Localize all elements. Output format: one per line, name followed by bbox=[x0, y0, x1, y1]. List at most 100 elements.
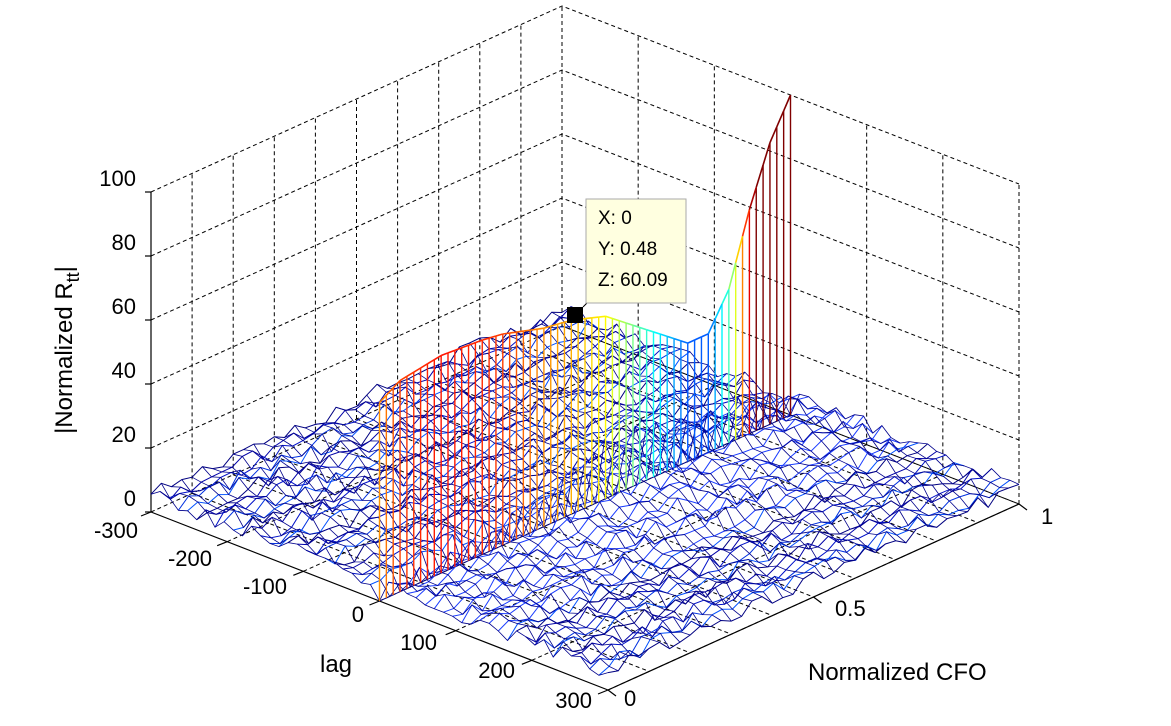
ridge-top bbox=[495, 333, 504, 337]
mesh-line bbox=[366, 394, 825, 579]
grid-line bbox=[150, 5, 1020, 193]
z-tick-label: 40 bbox=[112, 358, 136, 383]
ridge-top bbox=[721, 288, 730, 305]
lag-tick-label: -100 bbox=[243, 574, 287, 599]
mesh-line bbox=[428, 364, 886, 551]
lag-tick bbox=[293, 570, 304, 576]
ridge-top bbox=[632, 324, 641, 329]
data-tip[interactable]: X: 0 Y: 0.48 Z: 60.09 bbox=[567, 198, 687, 323]
mesh-line bbox=[489, 337, 948, 520]
ridge-top bbox=[666, 335, 675, 340]
ridge-top bbox=[536, 327, 545, 330]
cfo-tick-label: 1 bbox=[1041, 504, 1053, 529]
ridge-top bbox=[769, 126, 778, 144]
mesh-line bbox=[222, 466, 681, 643]
ridge-top bbox=[734, 235, 744, 263]
ridge-top bbox=[591, 316, 599, 319]
mesh-line bbox=[278, 351, 691, 547]
ridge-top bbox=[509, 331, 517, 334]
lag-tick bbox=[521, 659, 533, 665]
ridge-top bbox=[782, 94, 792, 112]
mesh-line bbox=[530, 319, 989, 508]
z-tick-labels: 0 20 40 60 80 100 bbox=[99, 166, 136, 511]
ridge-top bbox=[776, 110, 785, 128]
mesh-line bbox=[306, 372, 718, 556]
mesh-line bbox=[177, 321, 590, 511]
ridge-top bbox=[762, 142, 771, 166]
ridge-top bbox=[543, 325, 551, 329]
ridge-top bbox=[598, 315, 606, 318]
ridge-top bbox=[714, 303, 723, 320]
ridge-top bbox=[687, 339, 695, 344]
grid-line bbox=[455, 444, 867, 632]
data-tip-marker[interactable] bbox=[567, 307, 583, 323]
zero-lag-ridge bbox=[378, 94, 792, 601]
cfo-tick-label: 0.5 bbox=[835, 596, 866, 621]
cfo-axis-label: Normalized CFO bbox=[808, 659, 987, 686]
ridge-top bbox=[557, 321, 565, 325]
ridge-top bbox=[523, 329, 531, 332]
lag-tick-label: 100 bbox=[400, 630, 437, 655]
mesh-line bbox=[551, 311, 1009, 489]
lag-tick-label: -300 bbox=[94, 518, 138, 543]
z-axis-label: |Normalized Rtt| bbox=[51, 266, 83, 434]
ridge-top bbox=[680, 340, 688, 344]
z-tick-label: 80 bbox=[112, 230, 136, 255]
z-tick-label: 20 bbox=[112, 422, 136, 447]
mesh-line bbox=[160, 483, 619, 672]
ridge-top bbox=[748, 187, 758, 210]
mesh-line bbox=[284, 432, 742, 617]
ridge-top bbox=[433, 354, 442, 361]
ridge-top bbox=[468, 341, 476, 346]
ridge-top bbox=[378, 394, 387, 404]
lag-tick-label: 300 bbox=[555, 688, 592, 713]
data-tip-box bbox=[585, 198, 687, 304]
mesh-line bbox=[469, 342, 927, 527]
cfo-tick bbox=[813, 596, 822, 604]
axes bbox=[140, 191, 1028, 697]
z-tick-label: 100 bbox=[99, 166, 136, 191]
lag-tick bbox=[140, 511, 152, 517]
ridge-top bbox=[392, 379, 401, 389]
lag-axis-label: lag bbox=[320, 651, 352, 678]
lag-tick bbox=[597, 689, 609, 695]
ridge-top bbox=[741, 209, 751, 237]
mesh-line bbox=[448, 363, 907, 544]
ridge-top bbox=[660, 333, 668, 338]
ridge-top bbox=[475, 339, 483, 344]
z-tick-label: 60 bbox=[112, 294, 136, 319]
mesh-line bbox=[202, 466, 660, 643]
ridge-top bbox=[646, 328, 654, 333]
mesh-line bbox=[325, 422, 784, 598]
ridge-top bbox=[502, 332, 510, 335]
ridge-top bbox=[413, 367, 422, 373]
ridge-top bbox=[694, 336, 702, 341]
ridge-top bbox=[530, 328, 538, 331]
lag-tick-label: 200 bbox=[478, 658, 515, 683]
mesh-line bbox=[181, 479, 639, 660]
lag-tick bbox=[369, 600, 380, 606]
ridge-top bbox=[653, 331, 661, 335]
ridge-top bbox=[755, 164, 764, 188]
ridge-top bbox=[427, 358, 435, 365]
ridge-top bbox=[488, 335, 497, 339]
cfo-tick bbox=[607, 689, 617, 697]
ridge-top bbox=[482, 337, 490, 341]
lag-tick bbox=[216, 541, 228, 547]
ridge-top bbox=[516, 330, 524, 333]
grid-line bbox=[150, 133, 1020, 321]
ridge-top bbox=[440, 352, 449, 357]
mesh-line bbox=[387, 386, 845, 563]
ridge-top bbox=[447, 349, 456, 354]
ridge-top bbox=[550, 323, 558, 327]
mesh-line bbox=[589, 477, 1001, 670]
ridge-top bbox=[406, 371, 415, 378]
ridge-top bbox=[673, 337, 682, 342]
ridge-top bbox=[461, 344, 469, 349]
ridge-top bbox=[619, 320, 627, 324]
ridge-top bbox=[639, 326, 647, 331]
ridge-top bbox=[728, 262, 737, 290]
mesh-line bbox=[510, 328, 968, 513]
z-tick-label: 0 bbox=[124, 486, 136, 511]
